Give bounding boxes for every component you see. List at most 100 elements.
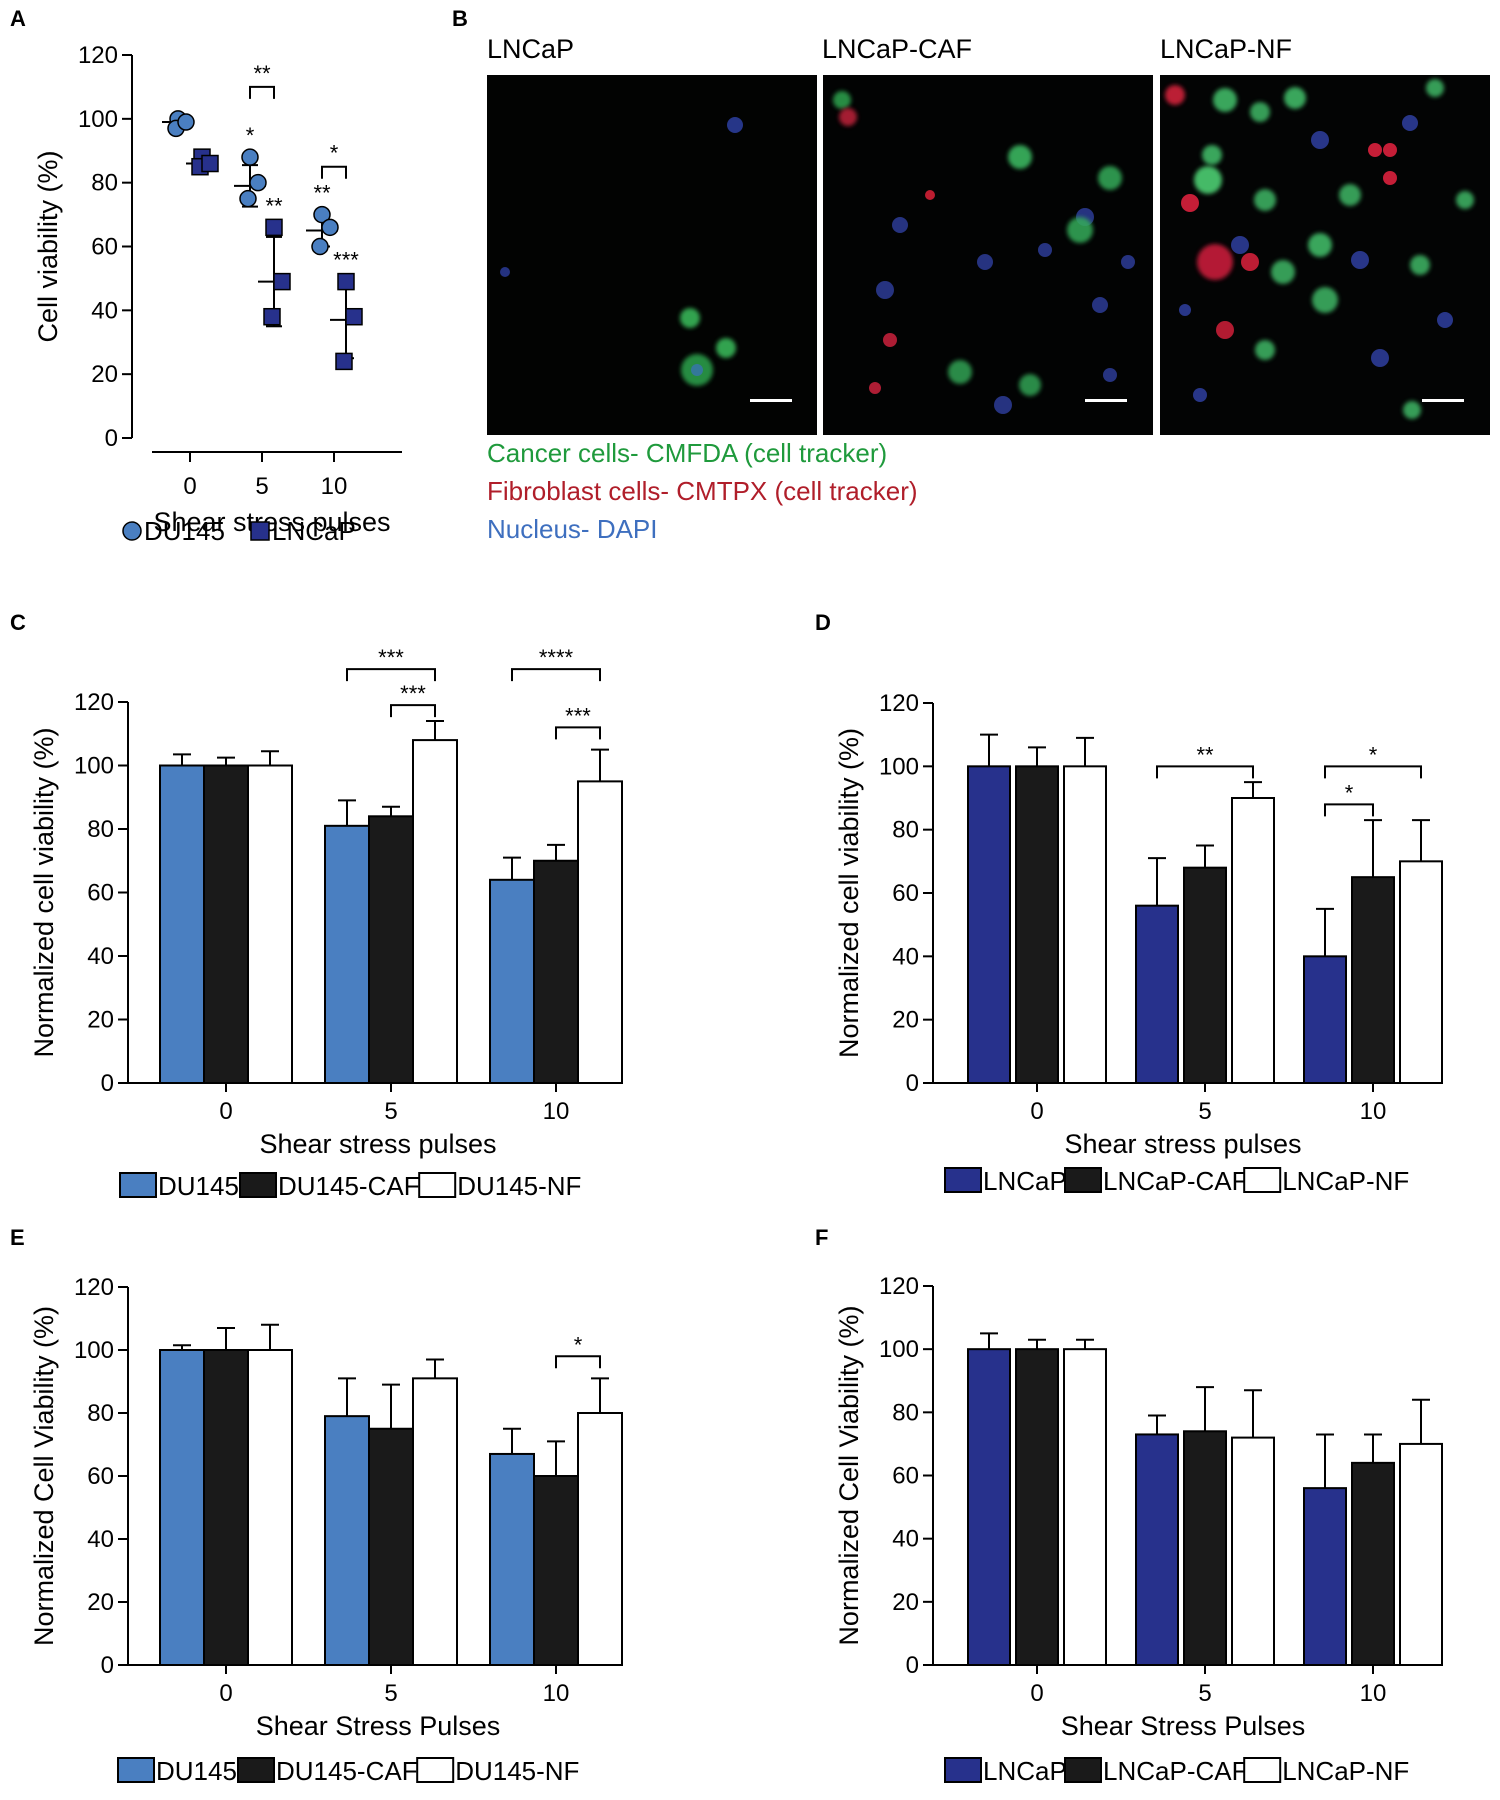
micrograph-panel-b: LNCaP LNCaP-CAF LNCaP-NF (487, 34, 1490, 544)
bar-du145 (489, 1452, 535, 1666)
significance-label: **** (539, 645, 574, 670)
micrograph-lncap-caf (823, 75, 1153, 435)
chart-panel-a: 0 20 40 60 80 100 120 Cell viability (%) 0 5 10 She… (33, 42, 402, 546)
y-tick-label: 120 (879, 690, 919, 717)
y-tick-label: 120 (74, 689, 114, 716)
y-tick-label: 100 (74, 753, 114, 780)
y-tick-label: 60 (87, 880, 114, 907)
significance-label: *** (565, 703, 591, 728)
x-axis-title: Shear Stress Pulses (256, 1711, 501, 1741)
panel-letter-f: F (815, 1225, 828, 1250)
bar-du145-nf (412, 739, 458, 1084)
y-tick-label: 60 (91, 234, 118, 261)
y-tick-label: 20 (892, 1007, 919, 1034)
bar-du145 (324, 824, 370, 1084)
bar-lncap-caf (1183, 1430, 1227, 1666)
y-tick-label: 80 (87, 816, 114, 843)
data-point-lncap (345, 307, 363, 326)
significance-bracket (390, 704, 436, 718)
y-tick-label: 120 (74, 1274, 114, 1301)
y-tick-label: 40 (892, 943, 919, 970)
significance-label: * (246, 123, 255, 148)
data-point-du145 (241, 148, 259, 166)
bar-lncap-nf (1231, 1436, 1275, 1666)
y-tick-label: 60 (87, 1463, 114, 1490)
y-tick-label: 40 (892, 1526, 919, 1553)
bar-lncap-caf (1183, 866, 1227, 1085)
y-tick-label: 60 (892, 880, 919, 907)
legend-label: LNCaP (272, 516, 356, 546)
data-point-du145 (239, 189, 257, 208)
bar-lncap-caf (1351, 876, 1395, 1085)
legend-label: LNCaP (983, 1756, 1067, 1786)
bar-du145 (159, 764, 205, 1084)
micrograph-lncap (487, 75, 817, 435)
significance-bracket (346, 668, 436, 682)
y-tick-label: 20 (87, 1589, 114, 1616)
data-point-lncap (337, 272, 355, 291)
y-tick-label: 80 (87, 1400, 114, 1427)
legend-swatch (944, 1167, 982, 1193)
data-point-lncap (265, 218, 283, 237)
legend-label: DU145 (158, 1171, 239, 1201)
panel-letter-c: C (10, 610, 26, 635)
bar-lncap (1135, 1433, 1179, 1666)
significance-label: *** (333, 248, 359, 273)
caption-cmtpx: Fibroblast cells- CMTPX (cell tracker) (487, 476, 918, 506)
micrograph-title-lncap-nf: LNCaP-NF (1160, 34, 1292, 64)
y-tick-label: 40 (91, 297, 118, 324)
significance-label: * (330, 141, 339, 166)
y-tick-label: 120 (78, 42, 118, 69)
x-tick-label: 0 (183, 473, 196, 500)
y-tick-label: 60 (892, 1463, 919, 1490)
y-tick-label: 100 (74, 1337, 114, 1364)
x-axis-title: Shear Stress Pulses (1061, 1711, 1306, 1741)
significance-label: * (1369, 742, 1378, 767)
panel-letter-b: B (452, 6, 468, 31)
legend-swatch (1064, 1757, 1102, 1783)
x-tick-label: 5 (1198, 1098, 1211, 1125)
x-tick-label: 5 (384, 1098, 397, 1125)
bar-lncap-caf (1351, 1461, 1395, 1667)
y-tick-label: 0 (101, 1652, 114, 1679)
significance-bracket (1324, 803, 1374, 817)
x-axis-title: Shear stress pulses (153, 507, 390, 537)
x-tick-label: 0 (219, 1098, 232, 1125)
bar-du145-nf (577, 1412, 623, 1666)
legend-label: DU145 (156, 1756, 237, 1786)
legend-label: LNCaP-CAF (1103, 1166, 1247, 1196)
x-tick-label: 0 (1030, 1098, 1043, 1125)
y-tick-label: 80 (892, 1399, 919, 1426)
significance-label: ** (313, 181, 331, 206)
y-axis-title: Cell viability (%) (33, 150, 63, 342)
data-point-lncap (263, 307, 281, 326)
y-tick-label: 80 (892, 817, 919, 844)
y-tick-label: 20 (892, 1589, 919, 1616)
data-point-lncap (335, 352, 353, 371)
x-tick-label: 10 (543, 1098, 570, 1125)
legend-swatch (119, 1172, 157, 1198)
legend-swatch (1064, 1167, 1102, 1193)
significance-bracket (1324, 765, 1422, 779)
legend-label: LNCaP (983, 1166, 1067, 1196)
y-tick-label: 0 (105, 425, 118, 452)
bar-lncap-nf (1063, 1348, 1107, 1666)
bar-du145 (159, 1349, 205, 1666)
y-axis-title: Normalized cell viability (%) (29, 727, 59, 1057)
x-tick-label: 0 (219, 1680, 232, 1707)
micrograph-title-lncap: LNCaP (487, 34, 574, 64)
y-axis-title: Normalized Cell Viability (%) (29, 1306, 59, 1646)
bar-lncap (1303, 1487, 1347, 1666)
legend-marker (122, 521, 142, 541)
data-point-lncap (201, 154, 219, 173)
bar-du145-caf (533, 859, 579, 1084)
data-point-du145 (311, 237, 329, 256)
legend-swatch (416, 1757, 455, 1783)
data-point-lncap (273, 272, 291, 291)
caption-dapi: Nucleus- DAPI (487, 514, 658, 544)
x-tick-label: 10 (321, 473, 348, 500)
data-point-du145 (249, 173, 267, 192)
bar-lncap (967, 1348, 1011, 1666)
legend-label: LNCaP-CAF (1103, 1756, 1247, 1786)
